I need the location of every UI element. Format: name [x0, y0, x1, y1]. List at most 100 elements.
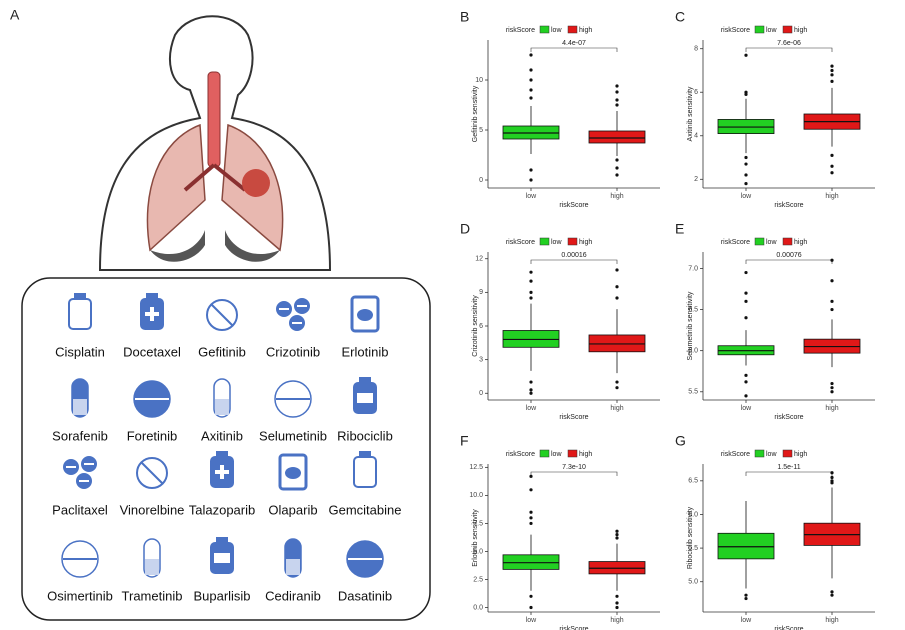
pvalue: 7.6e-06 [777, 40, 801, 47]
outlier [744, 394, 748, 398]
outlier [529, 88, 533, 92]
y-tick-label: 8 [694, 46, 698, 53]
pvalue-bracket [745, 47, 833, 52]
legend-label: low [551, 239, 562, 246]
drug-name: Docetaxel [123, 344, 181, 359]
x-axis-label: riskScore [559, 626, 588, 630]
pvalue-bracket [530, 471, 618, 476]
icon [357, 393, 373, 403]
outlier [830, 471, 834, 475]
y-tick-label: 12 [475, 256, 483, 263]
x-tick-label: high [610, 193, 623, 200]
x-tick-label: high [610, 405, 623, 412]
x-tick-label: low [526, 405, 537, 412]
x-axis-label: riskScore [774, 626, 803, 630]
outlier [529, 388, 533, 392]
box [588, 130, 646, 144]
outlier [830, 299, 834, 303]
legend-swatch [782, 25, 793, 34]
outlier [529, 53, 533, 57]
y-tick-label: 4 [694, 133, 698, 140]
outlier [744, 593, 748, 597]
legend-swatch [754, 237, 765, 246]
y-axis-label: Axitinib sensitivity [687, 86, 694, 141]
y-tick-label: 5.5 [688, 545, 698, 552]
outlier [615, 536, 619, 540]
legend-label: low [551, 27, 562, 34]
outlier [744, 155, 748, 160]
panel-label: A [10, 7, 20, 23]
outlier [529, 296, 533, 300]
panel-label: F [460, 433, 469, 449]
y-axis-label: Erlotinib sensitivity [472, 509, 479, 567]
icon [74, 293, 86, 299]
body-illustration [98, 15, 332, 271]
drug-name: Crizotinib [266, 344, 320, 359]
legend-label: low [766, 239, 777, 246]
outlier [615, 90, 619, 94]
panel-label: E [675, 221, 684, 237]
outlier [615, 84, 619, 88]
outlier [830, 79, 834, 83]
x-tick-label: low [526, 193, 537, 200]
y-axis-label: Selumetinib sensitivity [687, 291, 694, 360]
drug-name: Sorafenib [52, 428, 108, 443]
outlier [615, 529, 619, 533]
outlier [830, 390, 834, 394]
panel-label: B [460, 9, 469, 25]
drug-name: Ribociclib [337, 428, 393, 443]
y-tick-label: 6.5 [688, 306, 698, 313]
legend-title: riskScore [721, 239, 750, 246]
x-axis-label: riskScore [774, 414, 803, 421]
y-tick-label: 5.0 [473, 548, 483, 555]
outlier [744, 162, 748, 166]
icon [350, 295, 380, 333]
outlier [615, 601, 619, 605]
icon [145, 312, 159, 316]
drug-name: Gefitinib [198, 344, 246, 359]
icon [68, 298, 92, 330]
panel-label: G [675, 433, 686, 449]
icon [357, 309, 373, 321]
icon [359, 377, 371, 383]
outlier [615, 173, 619, 177]
outlier [744, 173, 748, 177]
pvalue: 0.00016 [561, 252, 586, 259]
outlier [744, 373, 748, 377]
y-tick-label: 9 [479, 289, 483, 296]
outlier [529, 290, 533, 294]
drug-name: Cisplatin [55, 344, 105, 359]
legend-swatch [567, 25, 578, 34]
y-tick-label: 0 [479, 177, 483, 184]
y-tick-label: 6 [694, 89, 698, 96]
outlier [744, 92, 748, 97]
outlier [615, 296, 619, 300]
x-tick-label: low [526, 617, 537, 624]
outlier [529, 270, 533, 274]
x-tick-label: high [610, 617, 623, 624]
outlier [529, 488, 533, 492]
legend-swatch [754, 25, 765, 34]
outlier [830, 593, 834, 597]
y-axis-label: Gefitinib senstivity [472, 85, 479, 142]
icon [145, 559, 159, 575]
outlier [830, 153, 834, 157]
outlier [615, 386, 619, 390]
outlier [830, 64, 834, 68]
icon [216, 537, 228, 543]
outlier [529, 510, 533, 514]
y-axis-label: Ribociclib sensitivity [687, 506, 694, 569]
outlier [529, 521, 533, 526]
outlier [830, 171, 834, 175]
outlier [529, 391, 533, 395]
icon [216, 451, 228, 457]
x-tick-label: low [741, 617, 752, 624]
outlier [744, 182, 748, 186]
legend-label: high [794, 239, 807, 246]
y-axis-label: Crizotinib sensitivity [472, 295, 479, 357]
outlier [744, 596, 748, 601]
outlier [615, 98, 619, 102]
legend-title: riskScore [721, 451, 750, 458]
drug-name: Paclitaxel [52, 502, 108, 517]
icon [141, 462, 163, 484]
